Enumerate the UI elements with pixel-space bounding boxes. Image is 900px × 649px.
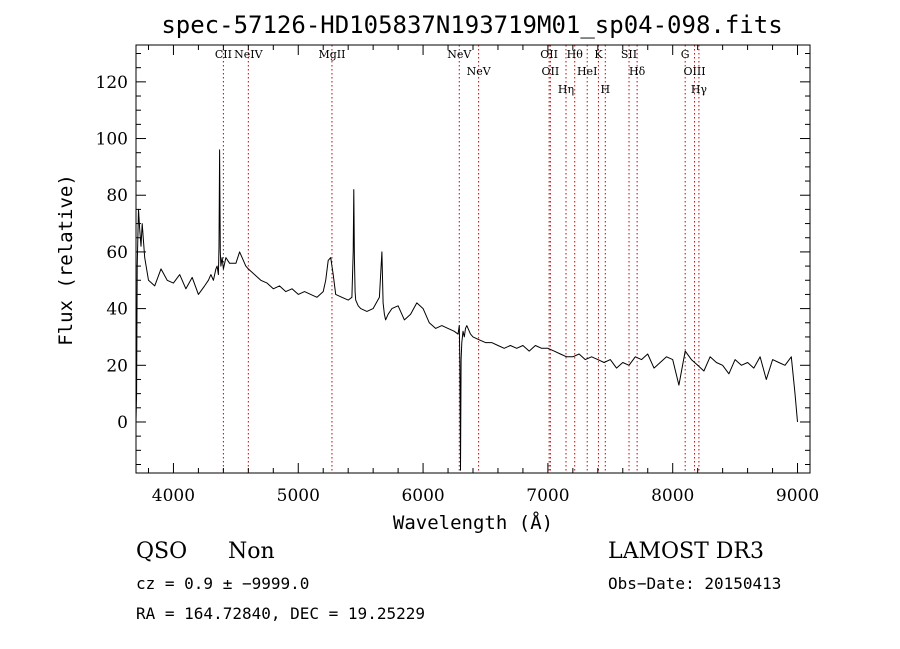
emission-line-label: H — [601, 83, 611, 96]
emission-line-label: MgII — [318, 48, 345, 61]
survey-name: LAMOST DR3 — [608, 539, 764, 564]
object-subclass: Non — [228, 539, 275, 564]
y-axis-label: Flux (relative) — [55, 174, 77, 346]
redshift-cz: cz = 0.9 ± −9999.0 — [136, 574, 309, 593]
emission-line-label: NeIV — [234, 48, 263, 61]
y-axis: 0 20 40 60 80 100 120 — [96, 53, 810, 465]
x-axis: 4000 5000 6000 7000 8000 9000 — [147, 45, 819, 506]
emission-line-label: NeV — [467, 65, 492, 78]
y-tick-label: 60 — [106, 243, 128, 263]
emission-line-label: K — [594, 48, 603, 61]
y-tick-label: 40 — [106, 300, 128, 320]
y-tick-label: 100 — [96, 130, 128, 150]
emission-lines: CII NeIV MgII NeV NeV OII OII Hη Hθ HeI K H SII Hδ G OI… — [215, 45, 708, 473]
emission-line-label: HeI — [577, 65, 597, 78]
ra-dec-coords: RA = 164.72840, DEC = 19.25229 — [136, 604, 425, 623]
x-tick-label: 9000 — [776, 486, 819, 506]
spectrum-series — [135, 149, 798, 471]
x-axis-label: Wavelength (Å) — [393, 511, 553, 534]
emission-line-label: OII — [540, 48, 558, 61]
obs-date: Obs−Date: 20150413 — [608, 574, 781, 593]
x-tick-label: 4000 — [152, 486, 195, 506]
y-tick-label: 120 — [96, 73, 128, 93]
emission-line-label: G — [681, 48, 690, 61]
x-tick-label: 8000 — [651, 486, 694, 506]
x-tick-label: 5000 — [277, 486, 320, 506]
x-tick-label: 6000 — [401, 486, 444, 506]
emission-line-label: SII — [621, 48, 637, 61]
emission-line-label: CII — [215, 48, 232, 61]
emission-line-label: Hθ — [567, 48, 584, 61]
chart-title: spec-57126-HD105837N193719M01_sp04-098.f… — [161, 11, 782, 39]
emission-line-label: OIII — [684, 65, 706, 78]
y-tick-label: 20 — [106, 356, 128, 376]
y-tick-label: 0 — [117, 413, 128, 433]
emission-line-label: Hη — [558, 83, 574, 96]
object-class: QSO — [136, 539, 187, 564]
emission-line-label: Hγ — [691, 83, 708, 96]
emission-line-label: NeV — [447, 48, 472, 61]
y-tick-label: 80 — [106, 186, 128, 206]
spectrum-line — [135, 149, 798, 471]
emission-line-label: OII — [542, 65, 560, 78]
x-tick-label: 7000 — [526, 486, 569, 506]
emission-line-label: Hδ — [629, 65, 646, 78]
